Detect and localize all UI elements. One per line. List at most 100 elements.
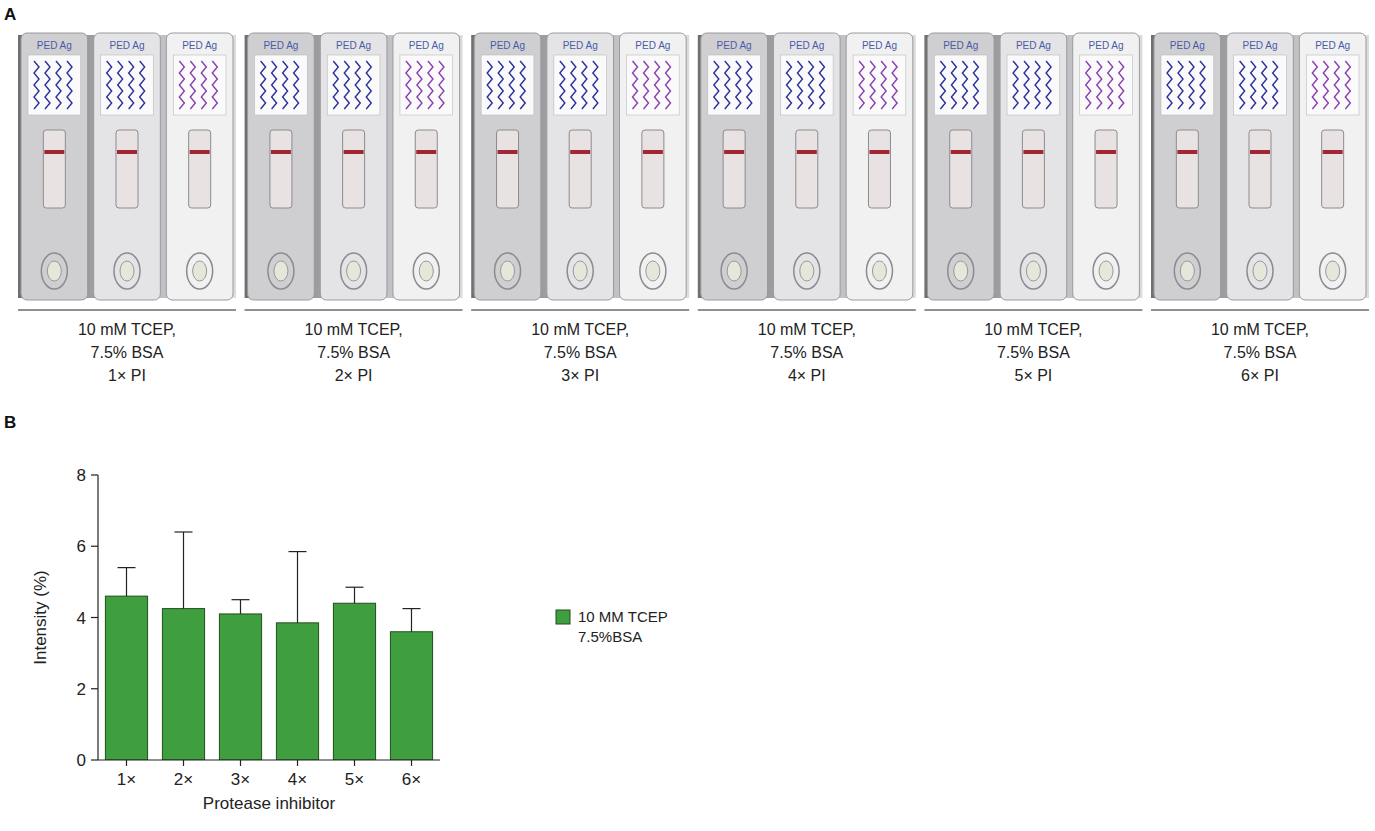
bar <box>162 609 204 760</box>
x-tick-label: 2× <box>174 770 193 789</box>
x-tick-label: 3× <box>231 770 250 789</box>
handwriting <box>355 61 360 109</box>
result-window <box>270 130 292 208</box>
result-window <box>1249 130 1271 208</box>
bar <box>390 632 432 760</box>
handwriting <box>797 61 802 109</box>
handwriting <box>819 61 824 109</box>
cassette-label: PED Ag <box>1016 40 1051 51</box>
cassette-label: PED Ag <box>409 40 444 51</box>
handwriting <box>870 61 875 109</box>
panel-letter: B <box>4 413 16 432</box>
x-tick <box>411 760 412 766</box>
caption: 2× PI <box>335 367 373 384</box>
caption: 10 mM TCEP, <box>531 321 629 338</box>
control-line <box>190 150 210 154</box>
error-bar <box>175 532 193 609</box>
handwriting <box>56 61 61 109</box>
handwriting <box>666 61 671 109</box>
handwriting <box>272 61 277 109</box>
cassette <box>1227 33 1294 300</box>
sample-well <box>727 261 741 281</box>
sample-well <box>193 261 207 281</box>
handwriting <box>212 61 217 109</box>
sample-well-rim <box>268 253 294 289</box>
strip-photo: PED AgPED AgPED Ag <box>18 33 236 300</box>
handwriting <box>1189 61 1194 109</box>
handwriting <box>1262 61 1267 109</box>
cassette-label: PED Ag <box>635 40 670 51</box>
handwriting <box>593 61 598 109</box>
cassette-label: PED Ag <box>263 40 298 51</box>
handwriting <box>283 61 288 109</box>
x-tick-label: 1× <box>117 770 136 789</box>
caption: 10 mM TCEP, <box>305 321 403 338</box>
sample-well <box>646 261 660 281</box>
handwriting <box>1312 61 1317 109</box>
handwriting <box>498 61 503 109</box>
error-stem <box>354 587 355 603</box>
cassette <box>547 33 614 300</box>
sample-well-rim <box>640 253 666 289</box>
result-window <box>497 130 519 208</box>
label-sticker <box>28 55 81 115</box>
cassette <box>248 33 315 300</box>
control-line <box>643 150 663 154</box>
sample-well <box>1099 261 1113 281</box>
control-line <box>1250 150 1270 154</box>
handwriting <box>294 61 299 109</box>
handwriting <box>509 61 514 109</box>
handwriting <box>747 61 752 109</box>
sample-well-rim <box>41 253 67 289</box>
sample-well <box>872 261 886 281</box>
x-tick <box>183 760 184 766</box>
label-sticker <box>255 55 308 115</box>
legend-label: 10 MM TCEP7.5%BSA <box>578 608 668 645</box>
label-sticker <box>173 55 226 115</box>
control-line <box>869 150 889 154</box>
sample-well-rim <box>948 253 974 289</box>
control-line <box>724 150 744 154</box>
error-cap <box>289 551 307 552</box>
handwriting <box>1334 61 1339 109</box>
cassette-label: PED Ag <box>490 40 525 51</box>
handwriting <box>107 61 112 109</box>
x-tick <box>354 760 355 766</box>
legend-line: 7.5%BSA <box>578 628 642 645</box>
legend-swatch <box>556 610 570 624</box>
error-cap <box>175 531 193 532</box>
caption: 6× PI <box>1241 367 1279 384</box>
y-tick-label: 0 <box>77 751 86 770</box>
result-window <box>189 130 211 208</box>
handwriting <box>808 61 813 109</box>
label-sticker <box>627 55 680 115</box>
y-tick-label: 2 <box>77 680 86 699</box>
cassette-label: PED Ag <box>717 40 752 51</box>
control-line <box>951 150 971 154</box>
handwriting <box>417 61 422 109</box>
cassette-label: PED Ag <box>1242 40 1277 51</box>
handwriting <box>892 61 897 109</box>
caption-rule <box>1151 310 1369 311</box>
sample-well-rim <box>567 253 593 289</box>
handwriting <box>487 61 492 109</box>
handwriting <box>428 61 433 109</box>
handwriting <box>1273 61 1278 109</box>
handwriting <box>881 61 886 109</box>
sample-well <box>501 261 515 281</box>
x-axis <box>98 759 440 760</box>
sample-well-rim <box>866 253 892 289</box>
handwriting <box>786 61 791 109</box>
caption: 1× PI <box>108 367 146 384</box>
x-tick <box>240 760 241 766</box>
caption: 4× PI <box>788 367 826 384</box>
cassette <box>773 33 840 300</box>
handwriting <box>406 61 411 109</box>
caption: 10 mM TCEP, <box>78 321 176 338</box>
handwriting <box>1240 61 1245 109</box>
label-sticker <box>101 55 154 115</box>
result-window <box>796 130 818 208</box>
strip-photo: PED AgPED AgPED Ag <box>924 33 1142 300</box>
sample-well <box>573 261 587 281</box>
handwriting <box>725 61 730 109</box>
